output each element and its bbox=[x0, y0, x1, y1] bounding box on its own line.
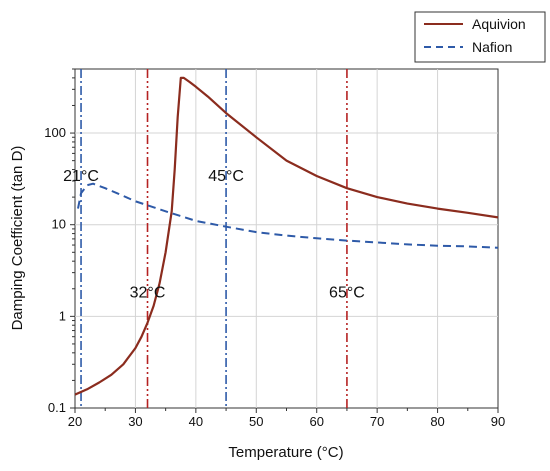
legend-label-aquivion: Aquivion bbox=[472, 16, 526, 32]
grid bbox=[75, 69, 498, 408]
plot-frame bbox=[74, 68, 499, 409]
series-lines bbox=[75, 76, 498, 396]
x-tick-label: 30 bbox=[128, 414, 142, 429]
legend-box bbox=[414, 11, 546, 63]
legend: Aquivion Nafion bbox=[414, 11, 546, 63]
x-tick-label: 40 bbox=[189, 414, 203, 429]
x-tick-label: 50 bbox=[249, 414, 263, 429]
legend-label-nafion: Nafion bbox=[472, 39, 512, 55]
annotation-label: 32°C bbox=[130, 285, 166, 302]
series-line-aquivion bbox=[75, 76, 498, 396]
x-tick-label: 20 bbox=[68, 414, 82, 429]
annotations: 21°C 45°C 32°C 65°C bbox=[63, 168, 365, 302]
y-tick-label: 1 bbox=[59, 308, 66, 323]
y-tick-label: 0.1 bbox=[48, 400, 66, 415]
reference-lines bbox=[80, 69, 348, 408]
x-tick-label: 70 bbox=[370, 414, 384, 429]
annotation-label: 65°C bbox=[329, 285, 365, 302]
x-tick-label: 60 bbox=[309, 414, 323, 429]
annotation-label: 45°C bbox=[208, 168, 244, 185]
x-tick-label: 90 bbox=[491, 414, 505, 429]
annotation-label: 21°C bbox=[63, 168, 99, 185]
series-line-nafion bbox=[77, 182, 498, 249]
x-axis-title: Temperature (°C) bbox=[228, 444, 343, 461]
x-tick-label: 80 bbox=[430, 414, 444, 429]
axis-ticks: 20 30 40 50 60 70 80 90 0.1 1 10 100 bbox=[44, 68, 505, 429]
y-tick-label: 10 bbox=[52, 217, 66, 232]
y-tick-label: 100 bbox=[44, 125, 66, 140]
y-axis-title: Damping Coefficient (tan D) bbox=[9, 146, 26, 331]
